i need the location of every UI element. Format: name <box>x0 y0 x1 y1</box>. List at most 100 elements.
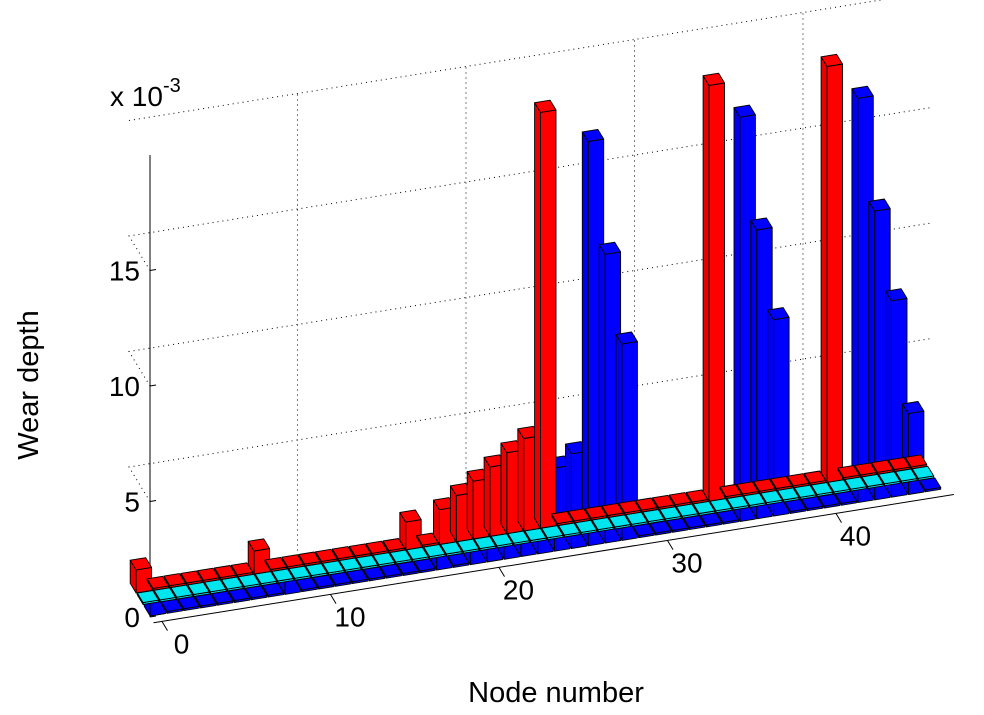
bar-top-face <box>567 508 591 522</box>
bar-top-face <box>551 511 574 525</box>
bar <box>750 217 773 520</box>
bar <box>854 462 877 478</box>
z-tick-mark <box>149 500 157 502</box>
bar <box>163 573 186 589</box>
bars <box>129 53 942 617</box>
bar-top-face <box>331 546 355 560</box>
bar <box>666 517 689 533</box>
bar <box>399 509 422 551</box>
bar <box>767 307 790 517</box>
bar-side-face <box>702 75 710 502</box>
bar <box>146 575 169 591</box>
bar-side-face <box>483 456 491 537</box>
bar <box>416 532 439 548</box>
bar-top-face <box>348 543 372 557</box>
bar-top-face <box>247 538 271 552</box>
bar-top-face <box>767 307 790 321</box>
bar-top-face <box>911 465 935 479</box>
bar <box>230 562 254 578</box>
bar-top-face <box>298 551 321 565</box>
bar <box>615 331 638 541</box>
z-tick-label: 10 <box>109 371 140 402</box>
bar-side-face <box>820 56 828 483</box>
gridline-z <box>128 222 930 387</box>
bar <box>760 490 783 506</box>
bar-side-face <box>466 471 474 540</box>
bar-top-face <box>750 217 773 231</box>
bar-top-face <box>753 478 776 492</box>
bar-top-face <box>449 482 473 496</box>
bar <box>534 99 557 529</box>
bar <box>389 549 412 565</box>
bar-top-face <box>854 462 877 476</box>
bar <box>871 459 894 475</box>
bar-top-face <box>565 441 588 455</box>
bar <box>834 490 857 506</box>
bar <box>129 557 153 594</box>
bar-side-face <box>534 102 541 529</box>
bar-top-face <box>885 288 908 302</box>
bar-top-face <box>197 567 220 581</box>
bar <box>295 577 318 593</box>
bar-side-face <box>750 219 758 520</box>
bar-side-face <box>517 428 525 532</box>
series-row-0 <box>129 53 928 594</box>
bar-top-face <box>888 457 911 471</box>
bar-top-face <box>770 475 793 489</box>
bar-top-face <box>851 85 874 99</box>
bar <box>709 498 732 514</box>
bar-top-face <box>315 548 338 562</box>
grid-lines <box>128 0 930 556</box>
bar <box>180 570 203 586</box>
bar <box>312 574 335 590</box>
bar <box>800 496 824 512</box>
bar <box>635 497 658 513</box>
bar <box>524 527 547 543</box>
bar <box>338 557 362 573</box>
x-tick-label: 0 <box>174 629 190 660</box>
bar <box>736 481 759 497</box>
bar <box>803 470 827 486</box>
bar <box>685 489 709 505</box>
bar-top-face <box>281 554 304 568</box>
bar-top-face <box>702 72 725 86</box>
bar-side-face <box>851 88 859 504</box>
bar-top-face <box>146 575 169 589</box>
bar-top-face <box>733 104 756 118</box>
bar-top-face <box>719 484 742 498</box>
bar <box>726 495 749 511</box>
bar <box>177 596 200 612</box>
z-tick-label: 5 <box>124 487 140 518</box>
bar-top-face <box>904 454 928 468</box>
bar <box>598 241 622 544</box>
bar <box>753 478 776 494</box>
bar-top-face <box>534 99 557 113</box>
bar <box>682 515 706 531</box>
bar <box>793 484 817 500</box>
bar-top-face <box>483 454 506 468</box>
bar-top-face <box>382 538 405 552</box>
bar <box>861 473 884 489</box>
gridline-z <box>128 338 930 502</box>
bar-top-face <box>837 465 860 479</box>
bar-top-face <box>365 540 388 554</box>
bar <box>365 540 388 556</box>
bar-top-face <box>736 481 759 495</box>
bar-top-face <box>820 53 843 67</box>
x-tick-mark <box>835 513 842 523</box>
z-tick-label: 0 <box>124 602 140 633</box>
bar-front-face <box>405 519 422 551</box>
bar-top-face <box>399 509 422 523</box>
bar-front-face <box>826 63 843 483</box>
bar-top-face <box>618 500 641 514</box>
bar-top-face <box>803 470 827 484</box>
bar <box>827 479 850 495</box>
bar-top-face <box>581 128 605 142</box>
bar-top-face <box>517 425 540 439</box>
bar-top-face <box>264 556 287 570</box>
bar-top-face <box>902 401 925 415</box>
bar <box>652 494 675 510</box>
x-tick-mark <box>498 567 505 577</box>
bar-top-face <box>214 565 237 579</box>
